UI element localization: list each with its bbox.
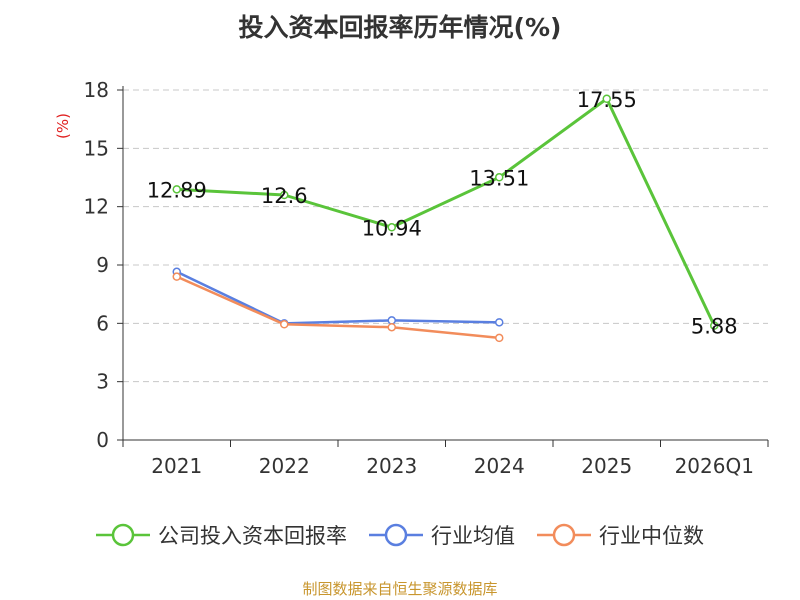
- chart-title: 投入资本回报率历年情况(%): [238, 13, 562, 42]
- data-label: 12.89: [147, 178, 207, 202]
- legend-label: 行业均值: [431, 524, 515, 548]
- y-tick-label: 9: [96, 253, 109, 277]
- legend-item-industry-mean[interactable]: 行业均值: [369, 520, 515, 550]
- y-tick-label: 3: [96, 370, 109, 394]
- data-point: [280, 190, 289, 200]
- y-tick-label: 18: [84, 78, 109, 102]
- legend-line-icon: [96, 523, 150, 547]
- data-point: [495, 333, 504, 343]
- y-tick-label: 15: [84, 136, 109, 160]
- data-point: [172, 185, 181, 194]
- data-label: 13.51: [469, 166, 529, 190]
- series-line: [176, 275, 500, 340]
- x-tick-label: 2023: [366, 454, 417, 478]
- x-tick-label: 2025: [581, 454, 632, 478]
- data-point: [602, 94, 611, 103]
- data-point: [495, 173, 504, 182]
- data-label: 12.6: [261, 184, 308, 208]
- data-point: [710, 321, 719, 330]
- data-point: [172, 272, 181, 281]
- y-tick-label: 12: [84, 195, 109, 219]
- data-point: [387, 322, 396, 332]
- data-point: [495, 318, 504, 327]
- data-label: 10.94: [362, 216, 422, 240]
- legend-line-icon: [369, 523, 423, 547]
- legend: 公司投入资本回报率 行业均值 行业中位数: [0, 520, 800, 550]
- data-label: 5.88: [691, 315, 738, 339]
- series-lines: [172, 94, 719, 343]
- legend-label: 行业中位数: [599, 524, 704, 548]
- x-tick-label: 2022: [259, 454, 310, 478]
- y-tick-label: 6: [96, 311, 109, 335]
- data-label: 17.55: [577, 88, 637, 112]
- x-tick-label: 2026Q1: [675, 454, 754, 478]
- data-labels: 12.89 12.6 10.94 13.51 17.55 5.88: [147, 88, 738, 339]
- data-point: [280, 320, 289, 329]
- grid-lines: [123, 89, 768, 383]
- legend-item-industry-median[interactable]: 行业中位数: [537, 520, 704, 550]
- x-tick-label: 2024: [474, 454, 525, 478]
- data-point: [387, 316, 396, 325]
- data-point: [387, 223, 396, 232]
- y-tick-label: 0: [96, 428, 109, 452]
- source-note: 制图数据来自恒生聚源数据库: [302, 580, 498, 598]
- x-tick-label: 2021: [151, 454, 202, 478]
- legend-line-icon: [537, 523, 591, 547]
- axes: 0 3 6 9 12 15 18 2021 2022 2023 2024 2025 2026Q1: [84, 78, 769, 478]
- y-axis-label: (%): [54, 113, 72, 139]
- series-line: [176, 270, 500, 325]
- legend-item-company-roic[interactable]: 公司投入资本回报率: [96, 520, 347, 550]
- legend-label: 公司投入资本回报率: [158, 524, 347, 548]
- series-line: [176, 97, 716, 327]
